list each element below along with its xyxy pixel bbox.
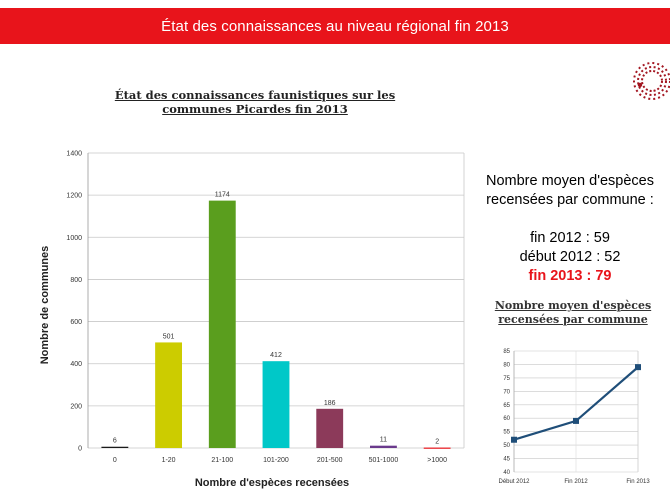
bar-value-label: 186 — [324, 400, 336, 407]
bar-chart-title: État des connaissances faunistiques sur … — [114, 88, 396, 116]
line-ytick-label: 45 — [503, 457, 510, 463]
line-ytick-label: 80 — [503, 362, 510, 368]
bar-0 — [101, 446, 129, 448]
line-xtick-label: Fin 2013 — [626, 479, 650, 485]
bar-ytick-label: 1200 — [66, 193, 82, 200]
bar-ytick-label: 1400 — [66, 151, 82, 158]
line-chart-grid — [513, 350, 639, 473]
line-ytick-label: 55 — [503, 430, 510, 436]
bar-ytick-label: 1000 — [66, 235, 82, 242]
stats-heading-2: recensées par commune : — [486, 192, 654, 208]
bar-value-label: 6 — [113, 438, 117, 445]
line-chart-title: Nombre moyen d'espèces recensées par com… — [494, 299, 652, 326]
bar-201-500 — [316, 408, 344, 448]
line-point-Fin 2012 — [573, 417, 579, 424]
bar-chart: 0 200 400 600 800 1000 1200 1400 0 1-20 21-100 101-… — [39, 151, 465, 489]
bar-ytick-label: 400 — [70, 361, 82, 368]
bar-ytick-label: 0 — [78, 446, 82, 453]
bar-xtick-label: 501-1000 — [369, 457, 399, 464]
bar-ytick-label: 200 — [70, 403, 82, 410]
bar-chart-bars: 6 501 1174 412 186 11 2 — [101, 192, 451, 449]
bar-xtick-label: 1-20 — [162, 457, 176, 464]
hedgehog-logo-icon — [633, 62, 670, 100]
bar-xtick-label: 201-500 — [317, 457, 343, 464]
bar-xtick-label: 101-200 — [263, 457, 289, 464]
bar-21-100 — [208, 200, 236, 448]
page-banner: État des connaissances au niveau régiona… — [0, 8, 670, 44]
bar-value-label: 501 — [163, 333, 175, 340]
stats-fin-2012: fin 2012 : 59 — [530, 230, 610, 246]
line-xtick-label: Fin 2012 — [564, 479, 588, 485]
bar-value-label: 11 — [380, 437, 387, 444]
bar->1000 — [423, 447, 451, 449]
line-ytick-label: 60 — [503, 416, 510, 422]
stats-debut-2012: début 2012 : 52 — [519, 249, 621, 265]
bar-1-20 — [155, 342, 182, 448]
bar-value-label: 2 — [435, 439, 439, 446]
line-ytick-label: 75 — [503, 376, 510, 382]
line-ytick-label: 85 — [503, 349, 510, 355]
line-point-Début 2012 — [511, 436, 517, 443]
line-point-Fin 2013 — [635, 364, 641, 371]
stats-heading-1: Nombre moyen d'espèces — [486, 173, 654, 189]
bar-chart-xlabel: Nombre d'espèces recensées — [195, 477, 349, 489]
line-ytick-label: 70 — [503, 389, 510, 395]
line-ytick-label: 40 — [503, 470, 510, 476]
bar-501-1000 — [370, 445, 397, 448]
line-ytick-label: 50 — [503, 443, 510, 449]
line-chart-series — [511, 364, 641, 443]
bar-value-label: 1174 — [215, 192, 230, 199]
bar-xtick-label: 21-100 — [211, 457, 233, 464]
bar-ytick-label: 600 — [70, 319, 82, 326]
bar-chart-axes: 0 200 400 600 800 1000 1200 1400 0 1-20 21-100 101-… — [66, 151, 465, 464]
bar-chart-ylabel: Nombre de communes — [39, 246, 51, 365]
line-chart: 40 45 50 55 60 65 70 75 80 85 Début 2012 Fin 2012 Fi… — [498, 349, 650, 485]
line-xtick-label: Début 2012 — [498, 479, 530, 485]
bar-xtick-label: 0 — [113, 457, 117, 464]
bar-ytick-label: 800 — [70, 277, 82, 284]
bar-value-label: 412 — [270, 352, 282, 359]
line-chart-axes: 40 45 50 55 60 65 70 75 80 85 Début 2012 Fin 2012 Fi… — [498, 349, 650, 485]
bar-xtick-label: >1000 — [427, 457, 447, 464]
banner-title: État des connaissances au niveau régiona… — [161, 17, 509, 35]
stats-panel: Nombre moyen d'espèces recensées par com… — [470, 172, 670, 286]
bar-101-200 — [262, 361, 290, 448]
line-ytick-label: 65 — [503, 403, 510, 409]
stats-fin-2013: fin 2013 : 79 — [528, 268, 612, 284]
